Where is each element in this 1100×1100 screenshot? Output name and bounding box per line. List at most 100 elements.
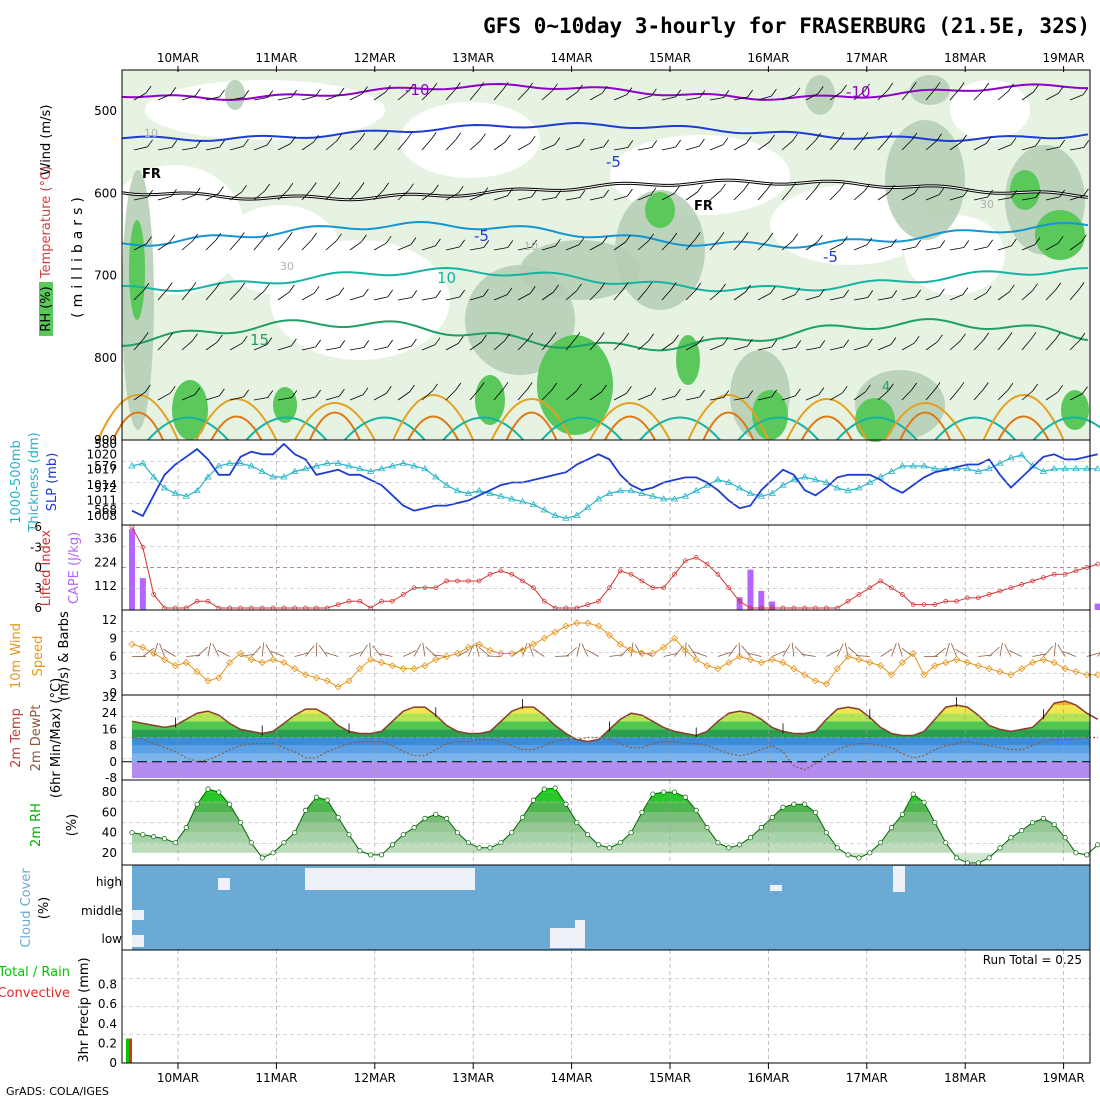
rh-marker <box>248 840 254 846</box>
wind-barb <box>265 644 274 657</box>
thickness-marker <box>334 459 342 466</box>
upper-barb-flag <box>455 382 462 391</box>
rh-marker <box>910 791 916 797</box>
thickness-marker <box>855 484 863 491</box>
precip-ytick: 0 <box>109 1056 117 1070</box>
cape-bar <box>758 590 765 610</box>
li-marker <box>997 588 1003 594</box>
upper-barb-staff <box>397 90 409 101</box>
upper-barb-staff <box>949 294 964 301</box>
upper-barb-flag <box>266 337 273 345</box>
upper-high-rh-patch <box>752 390 788 440</box>
rh-marker <box>259 855 265 861</box>
upper-barb-flag <box>291 338 297 347</box>
upper-high-rh-patch <box>1061 390 1089 430</box>
upper-barb-staff <box>973 246 988 251</box>
temp-band <box>132 729 1090 738</box>
rh-marker <box>1084 852 1090 858</box>
cool-arc <box>540 416 623 441</box>
wind-barb <box>378 653 393 657</box>
upper-barb-flag <box>313 285 320 294</box>
wind-barb <box>630 642 634 657</box>
upper-barb-staff <box>229 145 244 151</box>
upper-barb-flag <box>167 332 174 341</box>
upper-barb-staff <box>997 389 1009 401</box>
upper-barb-flag <box>239 282 246 291</box>
cape-bar <box>747 569 754 610</box>
upper-barb-staff <box>829 243 843 251</box>
thickness-marker <box>128 462 136 469</box>
upper-barb-staff <box>277 345 292 351</box>
rh-marker <box>216 789 222 795</box>
wind-barb <box>240 653 255 657</box>
upper-barb-flag <box>864 183 870 192</box>
wind-speed-marker <box>432 655 440 664</box>
upper-barb-staff <box>157 241 170 251</box>
contour-label-purple-2: -10 <box>846 83 871 101</box>
thickness-marker <box>1050 464 1058 472</box>
thickness-marker <box>421 464 429 472</box>
upper-barb-staff <box>517 196 532 201</box>
cool-arc <box>639 416 721 441</box>
wind-barb <box>359 644 368 657</box>
wind-speed-marker <box>399 665 407 673</box>
rh-marker <box>1008 835 1014 841</box>
thickness-marker <box>583 503 592 510</box>
upper-barb-staff <box>829 91 842 101</box>
thickness-marker <box>887 467 896 474</box>
cape-bar <box>736 597 743 610</box>
wind-speed-marker <box>605 631 613 639</box>
upper-barb-flag <box>555 190 562 198</box>
wind-speed-marker <box>584 619 592 627</box>
upper-barb-flag <box>985 285 992 294</box>
upper-barb-flag <box>963 240 970 248</box>
li-marker <box>607 585 612 591</box>
thickness-marker <box>638 489 646 496</box>
wind-barb <box>771 650 786 657</box>
upper-barb-staff <box>253 344 268 351</box>
upper-barb-staff <box>349 295 364 301</box>
upper-barb-flag <box>315 389 322 398</box>
upper-barb-flag <box>982 382 989 390</box>
upper-barb-staff <box>709 239 720 251</box>
contour-label-rh10-1: 10 <box>144 127 158 140</box>
upper-barb-flag <box>527 332 534 341</box>
upper-barb-staff <box>301 346 316 351</box>
upper-barb-flag <box>626 386 632 394</box>
upper-barb-staff <box>901 193 915 201</box>
li-marker <box>585 602 591 607</box>
wind-speed-marker <box>377 659 386 667</box>
upper-barb-flag <box>1007 382 1014 391</box>
wind-barb <box>609 654 624 657</box>
rh-marker <box>791 801 797 807</box>
rh-swatch <box>39 282 53 336</box>
wind-barb <box>163 648 176 657</box>
wind-speed-marker <box>855 655 863 664</box>
upper-barb-flag <box>219 89 225 98</box>
rh-marker <box>954 855 960 861</box>
slp-ylabel-a: 1000-500mb <box>9 440 24 524</box>
li-marker <box>617 568 623 574</box>
warm-arc-inner <box>800 415 853 441</box>
upper-barb-staff <box>253 239 264 251</box>
upper-barb-staff <box>181 95 196 101</box>
upper-barb-flag <box>430 132 437 140</box>
wind-speed-marker <box>790 665 798 673</box>
upper-barb-flag <box>480 133 486 141</box>
li-marker <box>531 585 536 591</box>
upper-barb-flag <box>502 382 509 390</box>
cool-arc <box>344 416 426 441</box>
upper-barb-flag <box>434 337 441 346</box>
upper-barb-flag <box>194 88 201 97</box>
upper-barb-staff <box>685 343 699 351</box>
upper-barb-flag <box>747 89 754 98</box>
wind-speed-marker <box>443 652 451 661</box>
rh-marker <box>823 830 829 836</box>
upper-barb-staff <box>805 394 820 401</box>
thickness-marker <box>182 492 190 499</box>
upper-barb-staff <box>253 397 268 401</box>
thickness-marker <box>551 511 559 518</box>
upper-barb-staff <box>901 296 916 301</box>
upper-barb-staff <box>181 194 196 201</box>
wind-speed-marker <box>367 655 375 664</box>
